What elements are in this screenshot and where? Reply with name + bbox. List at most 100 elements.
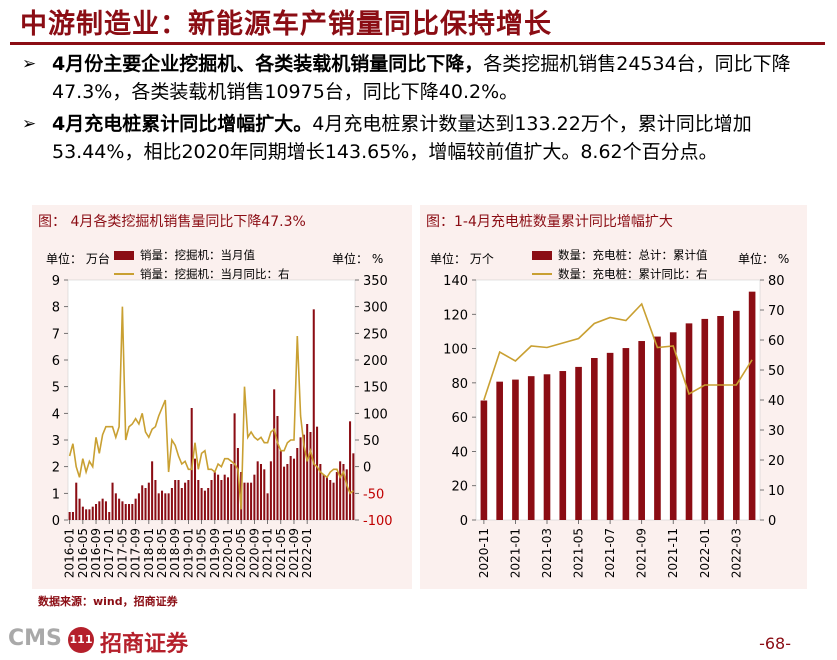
y-tick-label: 9 (52, 274, 60, 289)
chart-title: 图： 4月各类挖掘机销售量同比下降47.3% (38, 214, 306, 230)
bar (253, 474, 256, 520)
bar (118, 498, 121, 520)
bar (266, 493, 269, 520)
x-tick-label: 2019-05 (195, 528, 209, 578)
x-tick-label: 2022-01 (300, 528, 314, 578)
bar (512, 379, 519, 520)
y2-tick-label: 150 (363, 381, 388, 396)
bar (187, 480, 190, 520)
bar (104, 501, 107, 520)
bar (75, 482, 78, 520)
bar (167, 493, 170, 520)
bar (606, 352, 614, 520)
x-tick-label: 2020-01 (221, 528, 235, 578)
bar (543, 374, 551, 520)
y-tick-label: 60 (451, 411, 468, 426)
bar (131, 504, 134, 520)
bullet-list: ➢ 4月份主要企业挖掘机、各类装载机销量同比下降，各类挖掘机销售24534台，同… (22, 50, 822, 170)
bar (246, 482, 249, 520)
data-source: 数据来源：wind，招商证券 (38, 595, 178, 608)
legend-swatch-bar (114, 251, 134, 260)
bar (302, 434, 305, 520)
x-tick-label: 2016-05 (76, 528, 90, 578)
bar (177, 480, 180, 520)
bar (276, 416, 279, 520)
bar (269, 461, 272, 520)
bar (309, 432, 312, 520)
bar (197, 480, 200, 520)
bar (273, 389, 276, 520)
bar (733, 310, 740, 520)
y2-tick-label: 100 (363, 407, 388, 422)
y2-tick-label: 70 (768, 304, 785, 319)
logo-mark-icon: 111 (68, 627, 94, 653)
bar (157, 493, 160, 520)
x-tick-label: 2017-01 (102, 528, 116, 578)
bar (141, 485, 144, 520)
left-unit-label: 单位： 万个 (430, 251, 494, 266)
x-tick-label: 2018-05 (155, 528, 169, 578)
y-tick-label: 3 (52, 434, 60, 449)
y2-tick-label: 40 (768, 394, 785, 409)
bar (299, 437, 302, 520)
bar (71, 512, 74, 520)
bar (322, 474, 325, 520)
plot-area (475, 279, 761, 521)
y2-tick-label: 80 (768, 274, 785, 289)
bar (283, 466, 286, 520)
bar (250, 482, 253, 520)
y2-tick-label: 30 (768, 424, 785, 439)
bar (319, 464, 322, 520)
y2-tick-label: 20 (768, 454, 785, 469)
x-tick-label: 2019-01 (181, 528, 195, 578)
y-tick-label: 6 (52, 354, 60, 369)
bar (160, 490, 164, 520)
page-number: -68- (759, 634, 791, 653)
bar (345, 469, 348, 520)
bar (147, 482, 150, 520)
y2-tick-label: 0 (768, 514, 776, 529)
bar (701, 318, 709, 520)
bar (289, 456, 292, 520)
y2-tick-label: 250 (363, 327, 388, 342)
x-tick-label: 2018-01 (142, 528, 156, 578)
right-unit-label: 单位： % (332, 251, 383, 266)
logo-chinese-name: 招商证券 (100, 632, 189, 657)
y-tick-label: 7 (52, 327, 60, 342)
legend-entry: 销量：挖掘机：当月同比：右 (140, 267, 290, 281)
bar (220, 480, 223, 520)
x-tick-label: 2021-09 (287, 528, 301, 578)
title-rule (10, 42, 825, 45)
bar (124, 504, 127, 520)
arrow-bullet-icon: ➢ (22, 54, 37, 74)
bar (575, 366, 582, 520)
bar (233, 413, 236, 520)
bar (496, 381, 503, 520)
y2-tick-label: -50 (363, 487, 384, 502)
y2-tick-label: 300 (363, 301, 388, 316)
bar (128, 504, 131, 520)
bar (329, 480, 332, 520)
x-tick-label: 2021-01 (261, 528, 275, 578)
bar (236, 448, 239, 520)
slide-title: 中游制造业：新能源车产销量同比保持增长 (20, 9, 552, 40)
y2-tick-label: 350 (363, 274, 388, 289)
x-tick-label: 2020-05 (234, 528, 248, 578)
bar (81, 506, 84, 520)
bullet-headline: 4月份主要企业挖掘机、各类装载机销量同比下降， (52, 53, 484, 75)
bullet-text: 各类挖掘机销售24534台，同比下降47.3%，各类装载机销售10975台，同比… (52, 53, 791, 103)
y-tick-label: 5 (52, 381, 60, 396)
bar (85, 509, 88, 520)
bar (286, 464, 289, 520)
bar (78, 498, 81, 520)
bar (98, 501, 101, 520)
bar (101, 498, 104, 520)
bar (292, 458, 295, 520)
bar (256, 461, 259, 520)
bar (144, 488, 147, 520)
x-tick-label: 2016-01 (63, 528, 77, 578)
bar (296, 448, 299, 520)
bar (111, 482, 114, 520)
x-tick-label: 2016-09 (89, 528, 103, 578)
y-tick-label: 140 (443, 274, 468, 289)
